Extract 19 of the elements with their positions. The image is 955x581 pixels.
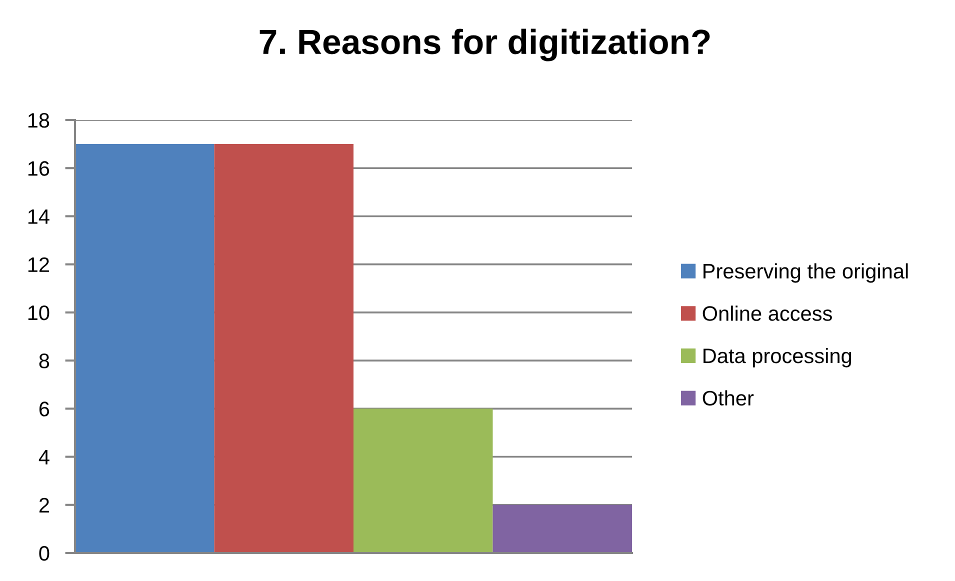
- y-tick-label: 8: [39, 354, 50, 368]
- legend-label: Online access: [702, 306, 832, 321]
- legend-label: Other: [702, 390, 754, 406]
- bar: [75, 144, 214, 553]
- legend-label: Preserving the original: [704, 263, 908, 283]
- y-tick-label: 18: [28, 113, 50, 128]
- bar: [492, 504, 632, 553]
- y-tick-label: 12: [28, 257, 49, 272]
- y-tick-label: 2: [39, 498, 49, 512]
- chart-title: 7. Reasons for digitization?: [260, 28, 710, 62]
- bar: [354, 408, 493, 553]
- y-tick-label: 10: [28, 305, 50, 320]
- y-tick-label: 6: [39, 402, 50, 416]
- y-tick-label: 16: [28, 161, 50, 176]
- y-tick-label: 4: [38, 450, 50, 464]
- y-tick-label: 14: [28, 209, 50, 224]
- bar: [214, 144, 354, 553]
- y-tick-label: 0: [39, 546, 50, 561]
- legend-label: Data processing: [704, 348, 852, 368]
